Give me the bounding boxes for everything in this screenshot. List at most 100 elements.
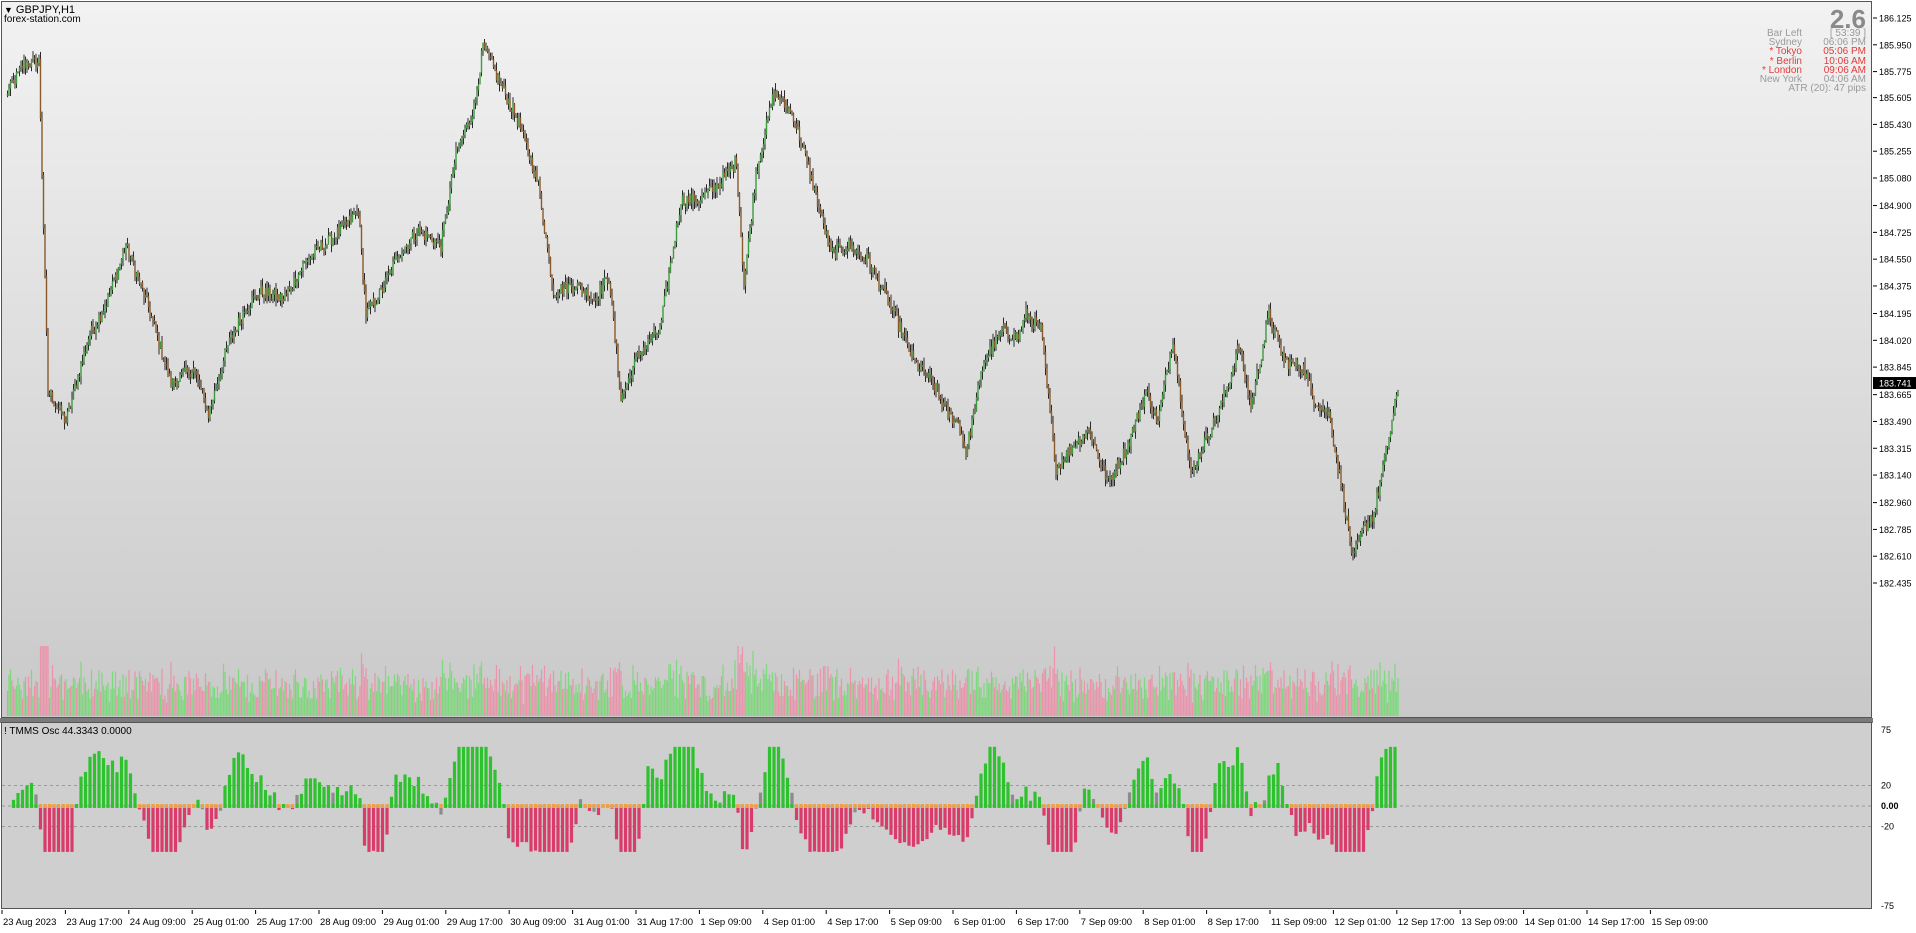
volume-bar bbox=[834, 676, 837, 716]
volume-bar bbox=[611, 696, 613, 716]
candle bbox=[749, 223, 751, 243]
candle bbox=[1274, 324, 1276, 338]
oscillator-bar bbox=[704, 790, 709, 806]
volume-bar bbox=[416, 697, 418, 716]
oscillator-bar bbox=[758, 792, 763, 806]
oscillator-bar bbox=[1064, 806, 1069, 852]
volume-bar bbox=[464, 680, 466, 716]
candle bbox=[1319, 403, 1321, 417]
price-scale[interactable]: 186.125 185.950 185.775 185.605 185.430 185.2… bbox=[1873, 0, 1916, 720]
candle bbox=[1022, 320, 1024, 334]
candle bbox=[1394, 398, 1396, 416]
volume-bar bbox=[315, 698, 318, 716]
price-chart-pane[interactable] bbox=[2, 2, 1872, 718]
volume-bar bbox=[779, 695, 781, 716]
candle bbox=[794, 120, 796, 129]
volume-bar bbox=[1245, 677, 1248, 716]
oscillator-zero-marker bbox=[115, 804, 119, 808]
oscillator-bar bbox=[542, 806, 547, 852]
volume-bar bbox=[1092, 682, 1095, 716]
pane-splitter[interactable] bbox=[0, 718, 1916, 723]
candle bbox=[578, 281, 580, 286]
oscillator-bar bbox=[749, 806, 754, 833]
candle bbox=[639, 350, 642, 362]
volume-bar bbox=[555, 692, 558, 716]
oscillator-zero-marker bbox=[533, 804, 538, 808]
candle bbox=[857, 244, 859, 259]
volume-bar bbox=[1139, 679, 1141, 716]
candle bbox=[581, 282, 583, 298]
volume-bar bbox=[942, 681, 945, 716]
volume-bar bbox=[171, 687, 174, 716]
candle bbox=[87, 335, 90, 351]
volume-bar bbox=[1203, 679, 1206, 716]
oscillator-zero-marker bbox=[380, 804, 385, 808]
oscillator-bar bbox=[1069, 806, 1073, 852]
candle bbox=[120, 258, 123, 270]
time-tick-label: 25 Aug 17:00 bbox=[257, 917, 313, 928]
candle bbox=[224, 348, 226, 367]
oscillator-bar bbox=[628, 806, 632, 852]
time-scale[interactable]: 23 Aug 2023 23 Aug 17:00 24 Aug 09:00 25 Au… bbox=[0, 910, 1916, 933]
price-tick-label: 183.845 bbox=[1879, 363, 1912, 373]
candle bbox=[345, 216, 348, 230]
candle bbox=[1322, 399, 1324, 413]
oscillator-bar bbox=[394, 774, 398, 806]
volume-bar bbox=[246, 675, 249, 716]
volume-bar bbox=[185, 676, 187, 716]
volume-bar bbox=[222, 663, 225, 716]
oscillator-bar bbox=[218, 806, 223, 811]
volume-bar bbox=[875, 685, 877, 716]
candle bbox=[132, 251, 135, 266]
volume-bar bbox=[356, 699, 358, 716]
candle bbox=[47, 327, 49, 397]
oscillator-pane[interactable] bbox=[2, 723, 1872, 909]
oscillator-bar bbox=[160, 806, 164, 852]
candle bbox=[323, 247, 325, 256]
candle bbox=[660, 317, 663, 330]
volume-bar bbox=[1002, 684, 1005, 716]
volume-bar bbox=[408, 687, 411, 716]
volume-bar bbox=[756, 686, 759, 716]
candle bbox=[294, 270, 297, 289]
oscillator-bar bbox=[398, 781, 403, 806]
volume-bar bbox=[530, 685, 532, 716]
volume-bar bbox=[1337, 664, 1339, 716]
oscillator-zero-marker bbox=[1303, 804, 1307, 808]
volume-bar bbox=[1310, 681, 1312, 716]
oscillator-zero-marker bbox=[1195, 804, 1199, 808]
oscillator-zero-marker bbox=[1127, 804, 1132, 808]
candle bbox=[728, 162, 730, 178]
oscillator-zero-marker bbox=[16, 804, 20, 808]
oscillator-bar bbox=[1100, 806, 1105, 818]
candle bbox=[1253, 392, 1255, 405]
oscillator-zero-marker bbox=[668, 804, 673, 808]
volume-bar bbox=[690, 674, 693, 716]
candle bbox=[281, 292, 283, 308]
candle bbox=[1172, 338, 1174, 354]
oscillator-bar bbox=[1019, 796, 1024, 806]
candle bbox=[1325, 407, 1327, 419]
candle bbox=[1233, 363, 1236, 376]
oscillator-bar bbox=[695, 768, 700, 806]
candle bbox=[462, 129, 465, 145]
oscillator-zero-marker bbox=[673, 804, 677, 808]
volume-bar bbox=[803, 680, 805, 716]
volume-bar bbox=[75, 688, 78, 716]
volume-bar bbox=[321, 679, 324, 716]
volume-bar bbox=[921, 695, 924, 716]
candle bbox=[698, 200, 700, 212]
oscillator-scale[interactable]: 75 20 0.00 -20 -75 bbox=[1873, 720, 1916, 910]
candle bbox=[1029, 311, 1032, 328]
candle bbox=[633, 352, 636, 375]
candle bbox=[626, 383, 628, 391]
oscillator-zero-marker bbox=[511, 804, 515, 808]
volume-bar bbox=[200, 686, 202, 716]
candle bbox=[1070, 443, 1072, 456]
dropdown-triangle-icon[interactable]: ▼ bbox=[4, 5, 13, 15]
oscillator-bar bbox=[259, 775, 263, 806]
candle bbox=[1368, 515, 1371, 529]
volume-bar bbox=[873, 687, 876, 716]
candle bbox=[1214, 415, 1216, 427]
candle bbox=[144, 289, 147, 303]
